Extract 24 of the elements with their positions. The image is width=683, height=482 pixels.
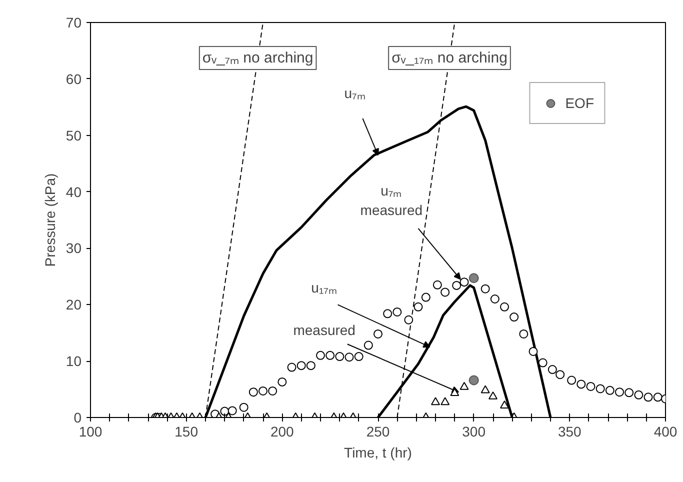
- x-axis-title: Time, t (hr): [344, 444, 412, 460]
- y-tick-label: 60: [66, 70, 82, 87]
- series-label: σᵥ_₇ₘ no arching: [202, 50, 314, 67]
- y-tick-label: 20: [66, 296, 82, 313]
- x-tick-label: 150: [174, 424, 198, 440]
- x-tick-label: 250: [366, 424, 390, 440]
- y-tick-label: 40: [66, 184, 82, 200]
- annotation: u₇ₘ: [344, 85, 366, 102]
- legend-label: EOF: [565, 95, 594, 111]
- x-tick-label: 400: [654, 424, 678, 440]
- annotation: measured: [293, 322, 356, 338]
- series-label: σᵥ_₁₇ₘ no arching: [392, 50, 508, 67]
- y-tick-label: 0: [74, 410, 82, 426]
- annotation: u₁₇ₘ: [311, 280, 338, 296]
- x-tick-label: 100: [78, 424, 102, 440]
- x-tick-label: 350: [558, 424, 582, 440]
- y-tick-label: 70: [66, 14, 82, 30]
- y-axis-title: Pressure (kPa): [42, 173, 58, 267]
- y-tick-label: 50: [66, 127, 82, 144]
- y-tick-label: 10: [66, 353, 82, 370]
- y-tick-label: 30: [66, 240, 82, 256]
- annotation: u₇ₘ measured: [360, 182, 423, 218]
- x-tick-label: 200: [270, 424, 294, 440]
- x-tick-label: 300: [462, 424, 486, 440]
